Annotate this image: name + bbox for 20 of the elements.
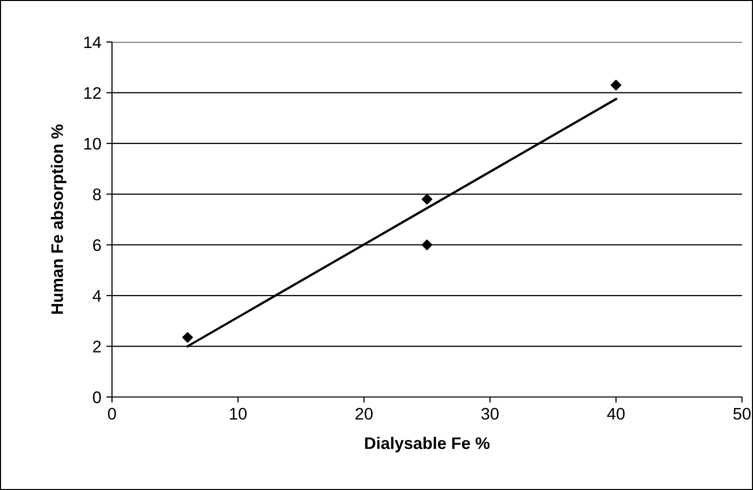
y-tick-label: 12	[84, 87, 101, 99]
y-tick-label: 2	[93, 340, 101, 352]
point	[422, 240, 432, 250]
x-tick-label: 10	[230, 408, 247, 420]
point	[610, 80, 622, 90]
x-tick-label: 50	[733, 408, 751, 420]
y-tick-label: 4	[92, 290, 102, 302]
x-tick-label: 30	[481, 408, 499, 420]
point	[422, 194, 432, 205]
y-axis-title: Human Fe absorption %	[50, 124, 66, 314]
x-tick-label: 40	[607, 408, 625, 420]
x-tick-label: 0	[108, 408, 116, 420]
x-axis-title: Dialysable Fe %	[365, 436, 490, 452]
y-tick-label: 6	[93, 239, 101, 252]
point	[182, 332, 193, 343]
y-tick-label: 14	[84, 36, 102, 48]
y-tick-label: 0	[92, 391, 101, 404]
y-tick-label: 8	[93, 188, 101, 200]
x-tick-label: 20	[356, 408, 373, 420]
y-tick-label: 10	[84, 138, 101, 150]
